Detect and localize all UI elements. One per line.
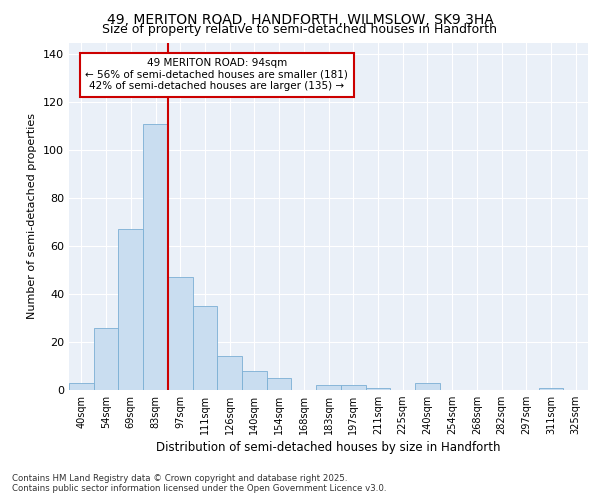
Bar <box>217 356 242 390</box>
Y-axis label: Number of semi-detached properties: Number of semi-detached properties <box>28 114 37 320</box>
Bar <box>94 328 118 390</box>
Bar <box>242 371 267 390</box>
Bar <box>365 388 390 390</box>
Bar <box>415 383 440 390</box>
Bar <box>118 230 143 390</box>
Bar <box>168 278 193 390</box>
Text: Contains public sector information licensed under the Open Government Licence v3: Contains public sector information licen… <box>12 484 386 493</box>
Text: 49, MERITON ROAD, HANDFORTH, WILMSLOW, SK9 3HA: 49, MERITON ROAD, HANDFORTH, WILMSLOW, S… <box>107 12 493 26</box>
Bar <box>267 378 292 390</box>
Text: Size of property relative to semi-detached houses in Handforth: Size of property relative to semi-detach… <box>103 22 497 36</box>
Bar <box>341 385 365 390</box>
Text: Contains HM Land Registry data © Crown copyright and database right 2025.: Contains HM Land Registry data © Crown c… <box>12 474 347 483</box>
X-axis label: Distribution of semi-detached houses by size in Handforth: Distribution of semi-detached houses by … <box>156 442 501 454</box>
Bar <box>69 383 94 390</box>
Bar <box>316 385 341 390</box>
Text: 49 MERITON ROAD: 94sqm
← 56% of semi-detached houses are smaller (181)
42% of se: 49 MERITON ROAD: 94sqm ← 56% of semi-det… <box>85 58 349 92</box>
Bar <box>539 388 563 390</box>
Bar <box>143 124 168 390</box>
Bar <box>193 306 217 390</box>
